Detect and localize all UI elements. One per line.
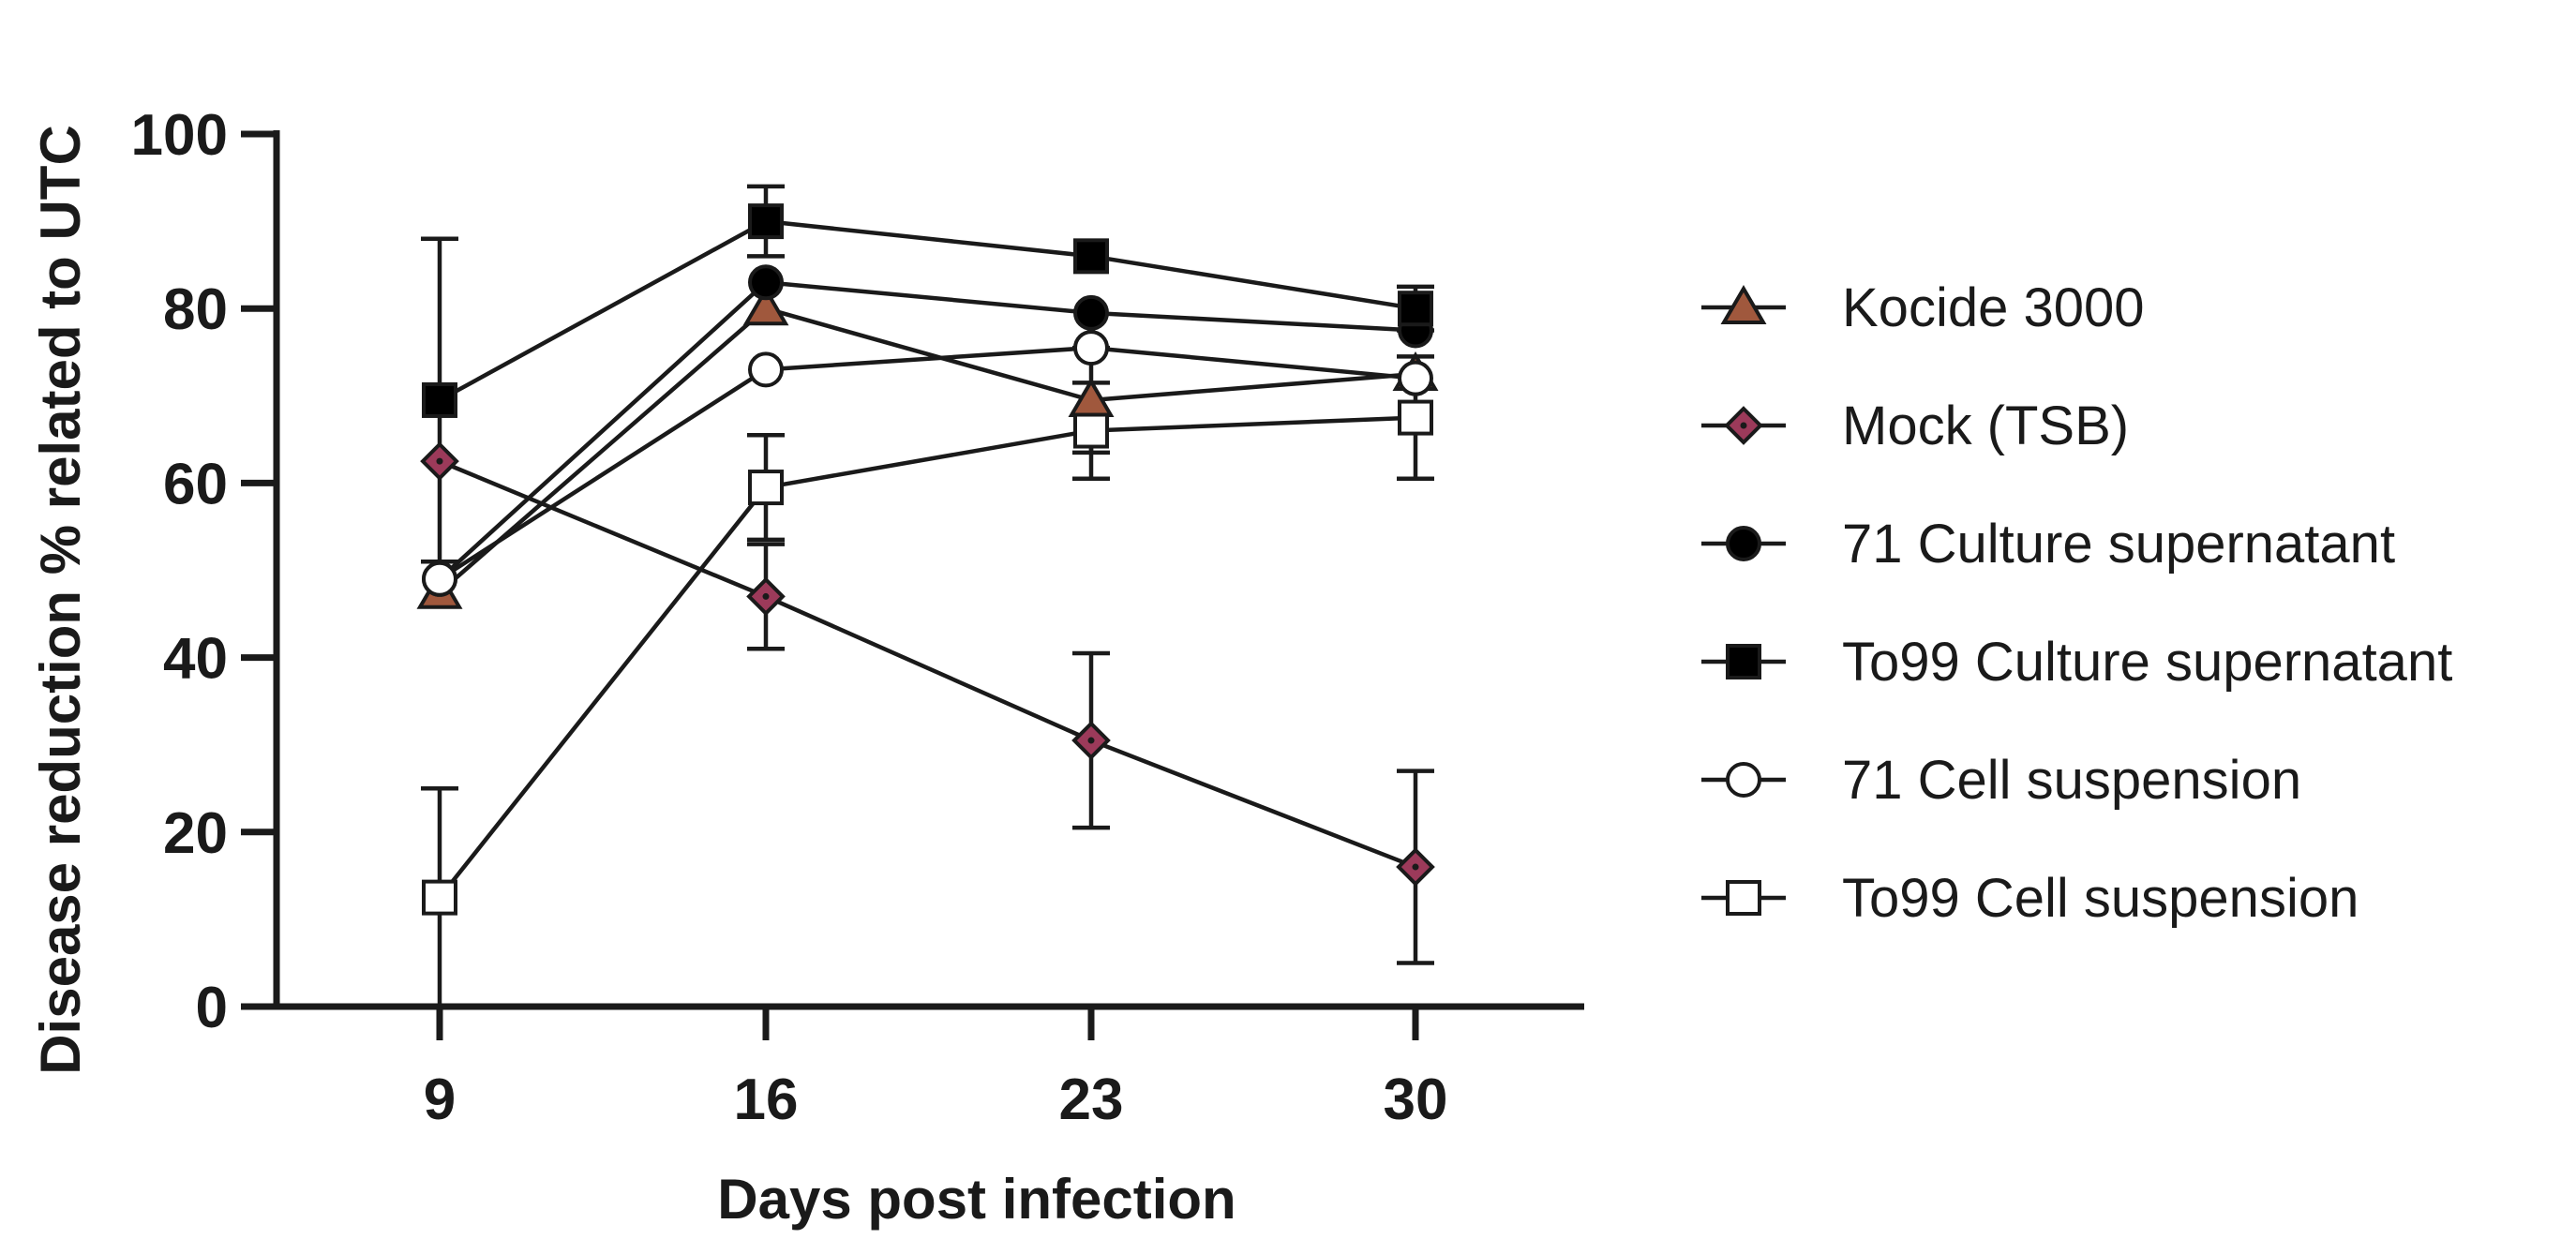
series-line-mock-tsb [439, 459, 1416, 870]
legend: Kocide 3000 Mock (TSB) 71 Culture supernat… [1701, 277, 2452, 929]
y-tick-label-100: 100 [131, 103, 228, 168]
point-mock-tsb-9-dot [436, 457, 443, 465]
legend-marker-mock-tsb-dot [1740, 422, 1747, 429]
legend-marker-71-culture-supernatant [1726, 526, 1761, 561]
point-71-culture-supernatant-23 [1073, 294, 1109, 331]
x-tick-label-30: 30 [1384, 1067, 1448, 1132]
y-tick-label-60: 60 [163, 452, 228, 516]
legend-label-to99-culture-supernatant: To99 Culture supernatant [1842, 632, 2452, 693]
legend-label-71-culture-supernatant: 71 Culture supernatant [1842, 514, 2395, 575]
y-tick-label-20: 20 [163, 801, 228, 866]
point-to99-cell-suspension-16 [748, 470, 784, 506]
series-lines [438, 218, 1416, 900]
point-71-culture-supernatant-16 [748, 264, 784, 301]
legend-marker-71-cell-suspension [1726, 762, 1761, 798]
y-tick-label-0: 0 [196, 976, 228, 1040]
legend-entry-mock-tsb: Mock (TSB) [1701, 396, 2129, 456]
y-tick-label-80: 80 [163, 277, 228, 342]
x-tick-label-16: 16 [734, 1067, 799, 1132]
point-mock-tsb-16-dot [762, 592, 770, 600]
legend-entry-to99-culture-supernatant: To99 Culture supernatant [1701, 632, 2452, 693]
point-71-cell-suspension-30 [1398, 360, 1433, 396]
x-tick-label-23: 23 [1059, 1067, 1124, 1132]
point-to99-cell-suspension-30 [1398, 399, 1433, 436]
point-71-cell-suspension-23 [1073, 330, 1109, 366]
point-to99-culture-supernatant-30 [1398, 291, 1433, 327]
legend-entry-to99-cell-suspension: To99 Cell suspension [1701, 868, 2359, 929]
y-tick-label-40: 40 [163, 627, 228, 692]
series-line-to99-culture-supernatant [438, 218, 1416, 402]
error-bars [421, 184, 1434, 1007]
point-71-cell-suspension-16 [748, 351, 784, 388]
point-kocide-3000-16 [742, 286, 789, 326]
x-tick-label-9: 9 [424, 1067, 456, 1132]
legend-entry-71-cell-suspension: 71 Cell suspension [1701, 750, 2301, 811]
legend-marker-to99-cell-suspension [1726, 880, 1761, 916]
point-mock-tsb-30-dot [1412, 863, 1419, 871]
series-line-to99-cell-suspension [438, 415, 1416, 900]
series-line-71-cell-suspension [438, 345, 1416, 581]
legend-entry-71-culture-supernatant: 71 Culture supernatant [1701, 514, 2395, 575]
point-71-cell-suspension-9 [422, 560, 457, 597]
point-to99-culture-supernatant-23 [1073, 238, 1109, 275]
point-mock-tsb-23-dot [1087, 737, 1095, 744]
legend-label-to99-cell-suspension: To99 Cell suspension [1842, 868, 2359, 929]
point-to99-cell-suspension-9 [422, 879, 457, 916]
point-to99-culture-supernatant-16 [748, 203, 784, 240]
legend-marker-kocide-3000 [1720, 285, 1767, 324]
x-axis-title: Days post infection [717, 1168, 1236, 1231]
legend-label-mock-tsb: Mock (TSB) [1842, 396, 2129, 456]
point-to99-cell-suspension-23 [1073, 412, 1109, 449]
legend-label-kocide-3000: Kocide 3000 [1842, 277, 2144, 338]
axes: 0 20 40 60 80 100 9 16 23 30 [131, 103, 1584, 1132]
series-line-kocide-3000 [438, 306, 1416, 594]
y-axis-title: Disease reduction % related to UTC [29, 125, 92, 1075]
legend-marker-to99-culture-supernatant [1726, 644, 1761, 679]
data-markers [416, 203, 1439, 916]
series-line-71-culture-supernatant [438, 280, 1416, 581]
point-to99-culture-supernatant-9 [422, 381, 457, 418]
legend-label-71-cell-suspension: 71 Cell suspension [1842, 750, 2301, 811]
legend-entry-kocide-3000: Kocide 3000 [1701, 277, 2144, 338]
